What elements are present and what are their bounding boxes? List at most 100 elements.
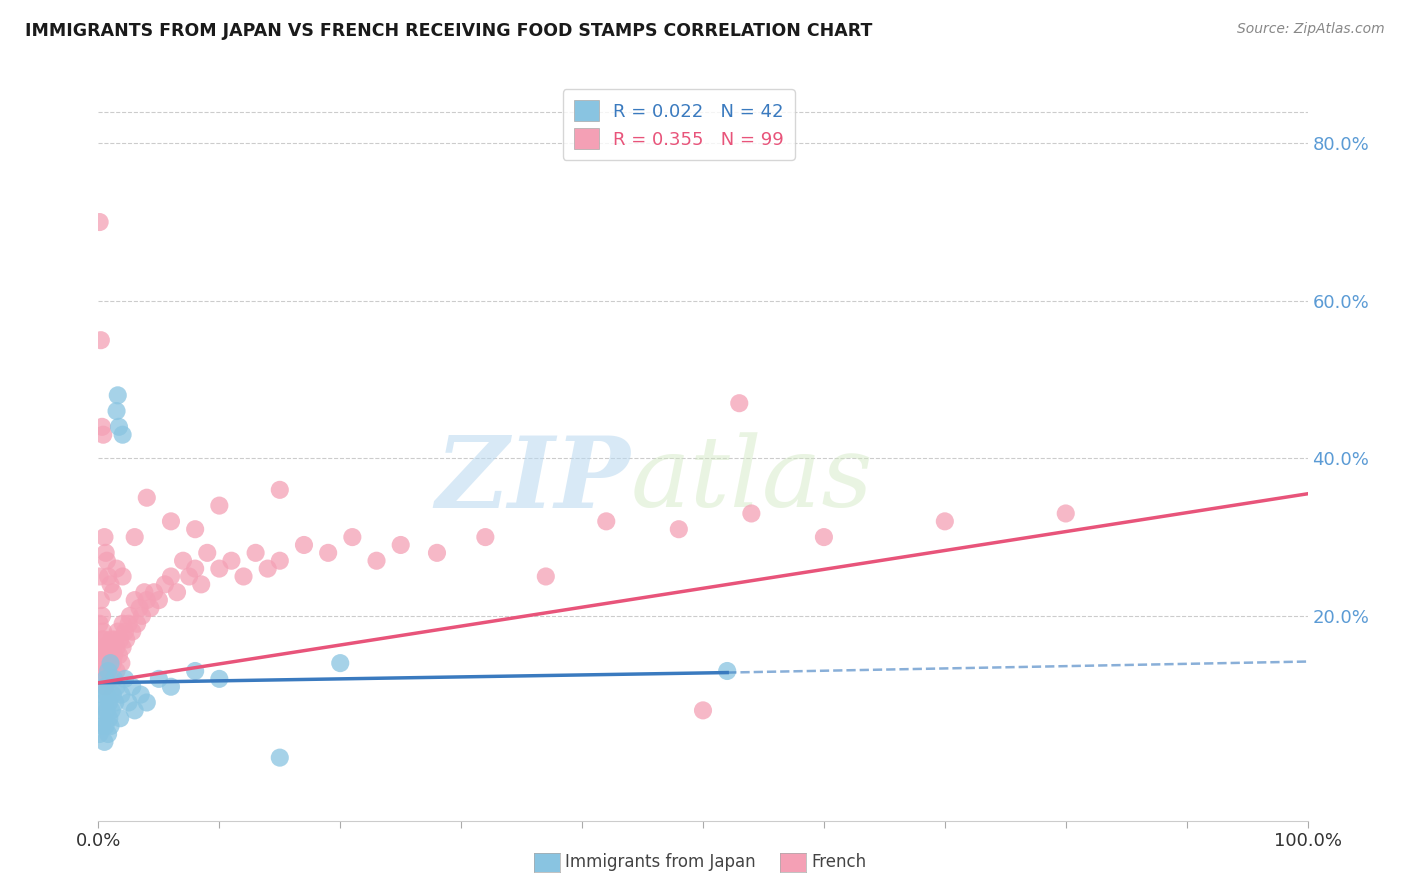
Point [668, 522, 690, 536]
Point [110, 656, 132, 670]
Point [101, 585, 124, 599]
Point [342, 530, 364, 544]
Point [94, 719, 117, 733]
Point [208, 499, 231, 513]
Point [129, 688, 152, 702]
Point [91, 664, 114, 678]
Point [269, 554, 291, 568]
Point [97, 656, 120, 670]
Point [245, 546, 267, 560]
Point [135, 696, 157, 710]
Point [166, 585, 188, 599]
Legend: R = 0.022   N = 42, R = 0.355   N = 99: R = 0.022 N = 42, R = 0.355 N = 99 [562, 89, 794, 160]
Point [728, 396, 751, 410]
Point [91, 711, 114, 725]
Point [740, 507, 762, 521]
Text: ZIP: ZIP [436, 432, 630, 528]
Point [104, 632, 127, 647]
Text: Source: ZipAtlas.com: Source: ZipAtlas.com [1237, 22, 1385, 37]
Point [595, 514, 617, 528]
Point [269, 483, 291, 497]
Point [91, 624, 114, 639]
Point [100, 648, 122, 663]
Point [108, 648, 131, 663]
Point [96, 648, 118, 663]
Point [97, 664, 120, 678]
Point [90, 703, 112, 717]
Point [426, 546, 449, 560]
Point [232, 569, 254, 583]
Point [104, 696, 127, 710]
Point [179, 569, 201, 583]
Point [90, 333, 112, 347]
Point [184, 522, 207, 536]
Point [100, 672, 122, 686]
Point [91, 640, 114, 655]
Point [98, 640, 121, 655]
Point [91, 632, 114, 647]
Point [110, 688, 132, 702]
Point [91, 420, 114, 434]
Point [98, 696, 121, 710]
Point [91, 427, 114, 442]
Point [111, 569, 134, 583]
Point [90, 648, 112, 663]
Point [105, 404, 128, 418]
Point [94, 640, 117, 655]
Point [96, 688, 118, 702]
Point [97, 727, 120, 741]
Point [148, 593, 170, 607]
Point [813, 530, 835, 544]
Point [100, 719, 122, 733]
Point [108, 711, 131, 725]
Point [101, 656, 124, 670]
Point [115, 632, 138, 647]
Point [101, 688, 124, 702]
Point [256, 561, 278, 575]
Point [172, 554, 194, 568]
Y-axis label: Receiving Food Stamps: Receiving Food Stamps [0, 354, 8, 547]
Point [89, 569, 111, 583]
Point [103, 648, 125, 663]
Point [135, 593, 157, 607]
Point [474, 530, 496, 544]
Point [94, 672, 117, 686]
Point [108, 632, 131, 647]
Point [107, 624, 129, 639]
Point [160, 569, 183, 583]
Point [89, 215, 111, 229]
Point [1054, 507, 1077, 521]
Point [101, 640, 124, 655]
Point [105, 640, 128, 655]
Point [105, 680, 128, 694]
Point [389, 538, 412, 552]
Point [91, 719, 114, 733]
Point [111, 427, 134, 442]
Point [93, 632, 115, 647]
Point [114, 672, 136, 686]
Point [329, 656, 352, 670]
Point [184, 664, 207, 678]
Point [195, 546, 218, 560]
Point [89, 727, 111, 741]
Point [139, 601, 162, 615]
Text: French: French [811, 853, 866, 871]
Point [96, 703, 118, 717]
Point [208, 672, 231, 686]
Point [128, 601, 150, 615]
Point [91, 608, 114, 623]
Point [96, 554, 118, 568]
Point [153, 577, 176, 591]
Point [118, 616, 141, 631]
Point [135, 491, 157, 505]
Point [91, 688, 114, 702]
Point [107, 388, 129, 402]
Point [118, 696, 141, 710]
Point [94, 680, 117, 694]
Point [89, 616, 111, 631]
Point [124, 703, 146, 717]
Point [934, 514, 956, 528]
Point [100, 656, 122, 670]
Point [105, 561, 128, 575]
Point [100, 577, 122, 591]
